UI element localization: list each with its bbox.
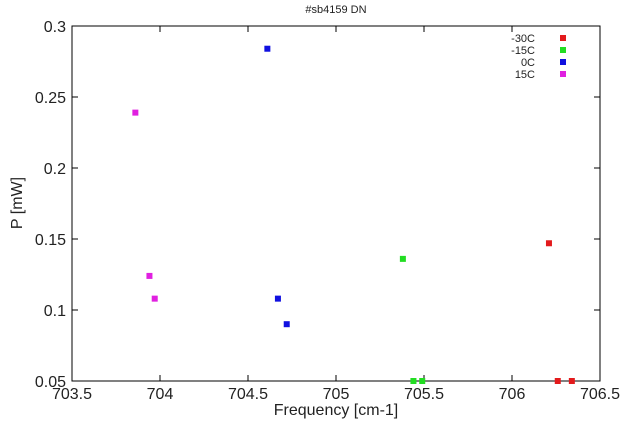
data-point: [132, 109, 139, 116]
chart-title: #sb4159 DN: [305, 4, 366, 16]
y-tick-label: 0.2: [44, 161, 66, 178]
legend-marker: [560, 59, 566, 65]
y-tick-label: 0.3: [44, 19, 66, 36]
x-tick-label: 703.5: [52, 386, 92, 403]
x-axis-title: Frequency [cm-1]: [274, 402, 398, 419]
data-point: [146, 272, 153, 279]
data-point: [283, 321, 290, 328]
data-point: [545, 240, 552, 247]
x-tick-label: 706: [499, 386, 526, 403]
data-point: [410, 378, 417, 384]
legend-marker: [560, 71, 566, 77]
y-tick-label: 0.15: [35, 232, 66, 249]
x-tick-label: 705.5: [404, 386, 444, 403]
legend-label: -30C: [511, 33, 535, 45]
series-15C: [132, 109, 158, 302]
legend-marker: [560, 47, 566, 53]
y-axis-title: P [mW]: [9, 177, 26, 229]
series--30C: [545, 240, 575, 384]
y-tick-label: 0.05: [35, 374, 66, 391]
data-point: [274, 295, 281, 302]
legend-marker: [560, 35, 566, 41]
data-point: [554, 378, 561, 384]
x-tick-label: 704.5: [228, 386, 268, 403]
data-point: [264, 45, 271, 52]
data-point: [151, 295, 158, 302]
legend-label: 0C: [521, 57, 535, 69]
y-tick-label: 0.1: [44, 303, 66, 320]
y-tick-label: 0.25: [35, 90, 66, 107]
data-point: [419, 378, 426, 384]
series-0C: [264, 45, 290, 328]
x-tick-label: 705: [323, 386, 350, 403]
data-point: [399, 255, 406, 262]
x-tick-label: 704: [147, 386, 174, 403]
x-tick-label: 706.5: [580, 386, 620, 403]
axis-tick-labels: 703.5 704 704.5 705 705.5 706 706.5 0.05 0.1 0.15…: [35, 19, 620, 403]
legend-label: 15C: [515, 69, 535, 81]
legend-label: -15C: [511, 45, 535, 57]
axis-ticks: [71, 25, 601, 382]
data-points: [132, 45, 575, 384]
series--15C: [399, 255, 426, 384]
data-point: [568, 378, 575, 384]
